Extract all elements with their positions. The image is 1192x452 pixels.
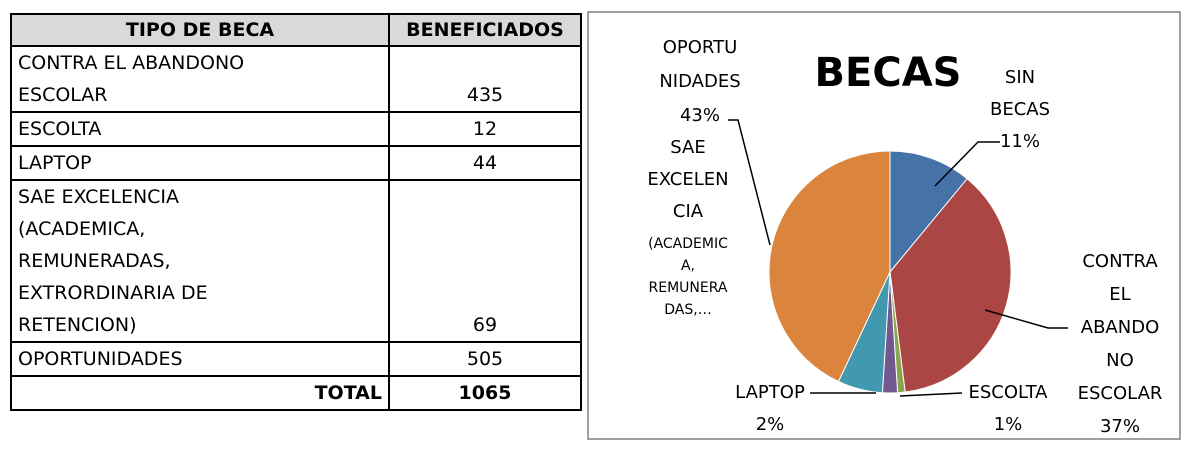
slice-percent: 1%	[994, 414, 1023, 435]
leader-line	[984, 309, 1068, 329]
data-table: TIPO DE BECA BENEFICIADOS CONTRA EL ABAN…	[10, 13, 582, 411]
pie-slice	[768, 150, 891, 383]
slice-label: CONTRA	[1082, 251, 1158, 272]
total-row: TOTAL 1065	[10, 375, 582, 411]
slice-label: OPORTU	[663, 37, 738, 58]
slice-label: (ACADEMIC	[648, 236, 728, 252]
leader-line	[934, 141, 1000, 187]
slice-label: REMUNERA	[649, 280, 728, 296]
pie-slice	[889, 150, 968, 274]
slice-label: EL	[1109, 284, 1130, 305]
header-row: TIPO DE BECA BENEFICIADOS	[10, 13, 582, 47]
leader-line	[899, 392, 963, 397]
slice-label: EXCELEN	[647, 169, 728, 190]
type-cell: ESCOLTA	[10, 111, 390, 147]
chart-title: BECAS	[815, 50, 962, 96]
pie-slice	[889, 178, 1012, 393]
slice-label: DAS,…	[664, 302, 711, 318]
total-value: 1065	[388, 375, 582, 411]
slice-label: NO	[1106, 350, 1134, 371]
count-cell: 69	[388, 179, 582, 343]
table-row: LAPTOP 44	[10, 145, 582, 181]
slice-label: ESCOLAR	[1078, 383, 1163, 404]
table-row: CONTRA EL ABANDONO ESCOLAR 435	[10, 45, 582, 113]
slice-label: ESCOLTA	[969, 382, 1049, 403]
type-cell: CONTRA EL ABANDONO ESCOLAR	[10, 45, 390, 113]
table-row: SAE EXCELENCIA (ACADEMICA, REMUNERADAS, …	[10, 179, 582, 343]
table-row: ESCOLTA 12	[10, 111, 582, 147]
type-cell: OPORTUNIDADES	[10, 341, 390, 377]
slice-percent: 43%	[680, 105, 720, 126]
count-cell: 12	[388, 111, 582, 147]
table-row: OPORTUNIDADES 505	[10, 341, 582, 377]
type-cell: SAE EXCELENCIA (ACADEMICA, REMUNERADAS, …	[10, 179, 390, 343]
type-cell: LAPTOP	[10, 145, 390, 181]
slice-label: A,	[681, 258, 695, 274]
count-cell: 44	[388, 145, 582, 181]
header-cell: TIPO DE BECA	[10, 13, 390, 47]
slice-label: NIDADES	[659, 71, 740, 92]
count-cell: 505	[388, 341, 582, 377]
slice-percent: 11%	[1000, 131, 1040, 152]
table-body: TIPO DE BECA BENEFICIADOS CONTRA EL ABAN…	[10, 13, 582, 411]
slice-label: BECAS	[990, 99, 1050, 120]
slice-percent: 2%	[756, 414, 785, 435]
slice-label: SAE	[670, 137, 705, 158]
slice-label: ABANDO	[1081, 317, 1159, 338]
slice-label: LAPTOP	[735, 382, 805, 403]
total-label: TOTAL	[10, 375, 390, 411]
count-cell: 435	[388, 45, 582, 113]
slice-percent: 37%	[1100, 416, 1140, 437]
header-cell: BENEFICIADOS	[388, 13, 582, 47]
leader-lines	[728, 119, 1068, 397]
leader-line	[728, 119, 771, 246]
slice-label: CIA	[673, 201, 704, 222]
slice-label: SIN	[1005, 67, 1035, 88]
